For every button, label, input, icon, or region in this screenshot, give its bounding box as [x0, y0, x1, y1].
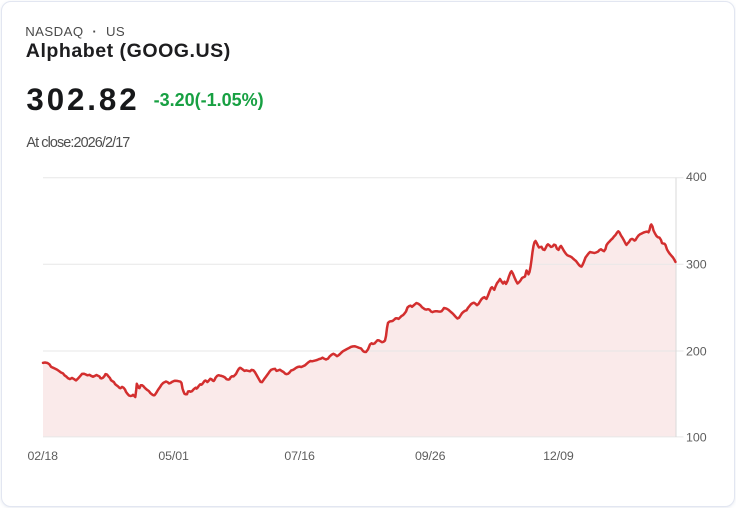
svg-text:02/18: 02/18: [27, 449, 58, 463]
svg-text:05/01: 05/01: [158, 449, 189, 463]
svg-text:07/16: 07/16: [284, 449, 315, 463]
svg-text:09/26: 09/26: [415, 449, 446, 463]
svg-text:200: 200: [686, 345, 707, 359]
svg-text:300: 300: [686, 258, 707, 272]
svg-text:12/09: 12/09: [543, 449, 574, 463]
svg-text:100: 100: [686, 430, 707, 444]
svg-text:400: 400: [686, 170, 707, 184]
